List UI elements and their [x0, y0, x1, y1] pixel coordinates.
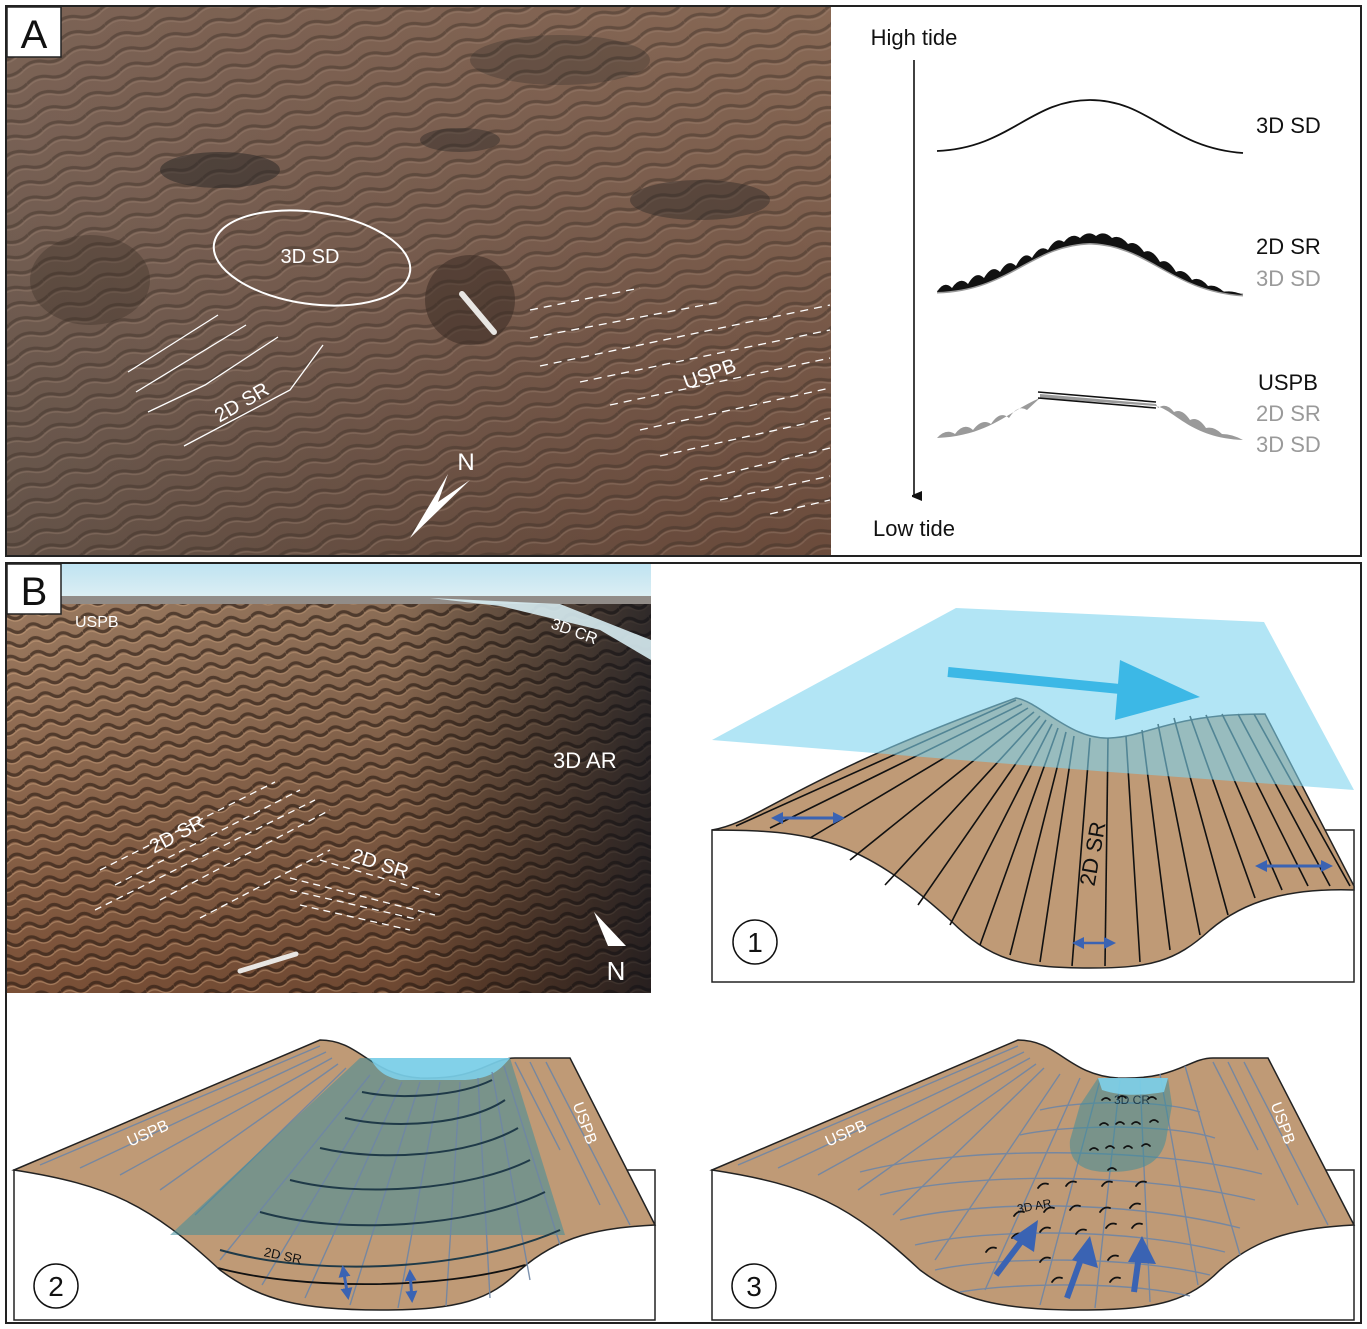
flow-arrow-shaft-1: [947, 667, 1151, 697]
sr-crest-main-2: [217, 1264, 526, 1286]
current-arrow-3c-head: [1128, 1236, 1156, 1264]
photo-b: USPB 3D CR 3D AR 2D SR 2D SR N: [7, 564, 651, 993]
timeline-top-label: High tide: [871, 25, 958, 50]
cr-label-3: 3D CR: [1114, 1093, 1150, 1107]
oscillation-arrow-2a: [338, 1265, 353, 1300]
sr-crest-lines-a: [127, 314, 324, 447]
stage3-label-3: 3D SD: [1256, 432, 1321, 457]
step-number-2: 2: [48, 1271, 64, 1302]
channel-crest-lines-2: [219, 1065, 561, 1309]
step-badge-3: [731, 1263, 777, 1309]
stage3-label-1: USPB: [1258, 370, 1318, 395]
sr-dash-lines-b: [94, 781, 441, 931]
water-plane-1: [712, 608, 1354, 790]
sd-label-a: 3D SD: [281, 246, 340, 268]
oscillation-arrow-2b: [404, 1269, 418, 1303]
block-diagram-3: 3D CR: [709, 1039, 1356, 1321]
panel-letter-a: A: [21, 13, 48, 57]
timeline-bottom-label: Low tide: [873, 516, 955, 541]
uspb-label-b: USPB: [75, 614, 119, 631]
stage3-label-2: 2D SR: [1256, 401, 1321, 426]
sd-outline: [212, 209, 412, 307]
stage3-plane-bed-1: [1037, 391, 1157, 403]
stage1-label-1: 3D SD: [1256, 113, 1321, 138]
current-arrow-3a-head: [1012, 1220, 1038, 1252]
water-channel-2: [170, 1058, 565, 1235]
scale-bar-b: [237, 951, 299, 974]
step-number-1: 1: [747, 927, 763, 958]
stage3-ripples: [937, 394, 1243, 440]
stage2-label-2: 3D SD: [1256, 266, 1321, 291]
flow-arrow-head-1: [1115, 660, 1200, 720]
block-diagram-2: 2D SR USPB USPB 2: [11, 1039, 657, 1321]
uspb-dash-lines-a: [529, 287, 831, 515]
ar-ripples-3: [985, 1180, 1147, 1283]
current-arrow-3b-head: [1072, 1236, 1098, 1268]
ar-label-b: 3D AR: [553, 748, 617, 773]
water-surface-3: [1098, 1078, 1168, 1095]
panel-a: 3D SD 2D SR USPB: [5, 5, 1362, 557]
water-surface-2: [370, 1058, 510, 1080]
north-label-b: N: [607, 956, 626, 986]
step-badge-1: [732, 919, 778, 965]
north-label-a: N: [457, 449, 474, 476]
letter-box-a: [6, 6, 62, 58]
photo-a: 3D SD 2D SR USPB: [7, 7, 831, 555]
scale-bar-a: [459, 291, 497, 335]
step-badge-2: [33, 1263, 79, 1309]
step-number-3: 3: [746, 1271, 762, 1302]
stage2-ripples: [937, 233, 1243, 295]
ar-label-3: 3D AR: [1016, 1196, 1053, 1216]
north-arrow-a: [410, 474, 470, 538]
panel-letter-b: B: [21, 570, 48, 614]
panel-b: USPB 3D CR 3D AR 2D SR 2D SR N B: [5, 562, 1362, 1324]
stage3-plane-bed-2: [1037, 397, 1157, 409]
sr-crest-lines-2: [219, 1079, 561, 1268]
cr-ripples-3: [1089, 1095, 1159, 1171]
stage1-profile: [936, 99, 1244, 154]
stage2-label-1: 2D SR: [1256, 234, 1321, 259]
block-diagram-1: 2D SR 1: [711, 608, 1355, 983]
letter-box-b: [6, 563, 62, 615]
north-arrow-b: [594, 912, 626, 946]
